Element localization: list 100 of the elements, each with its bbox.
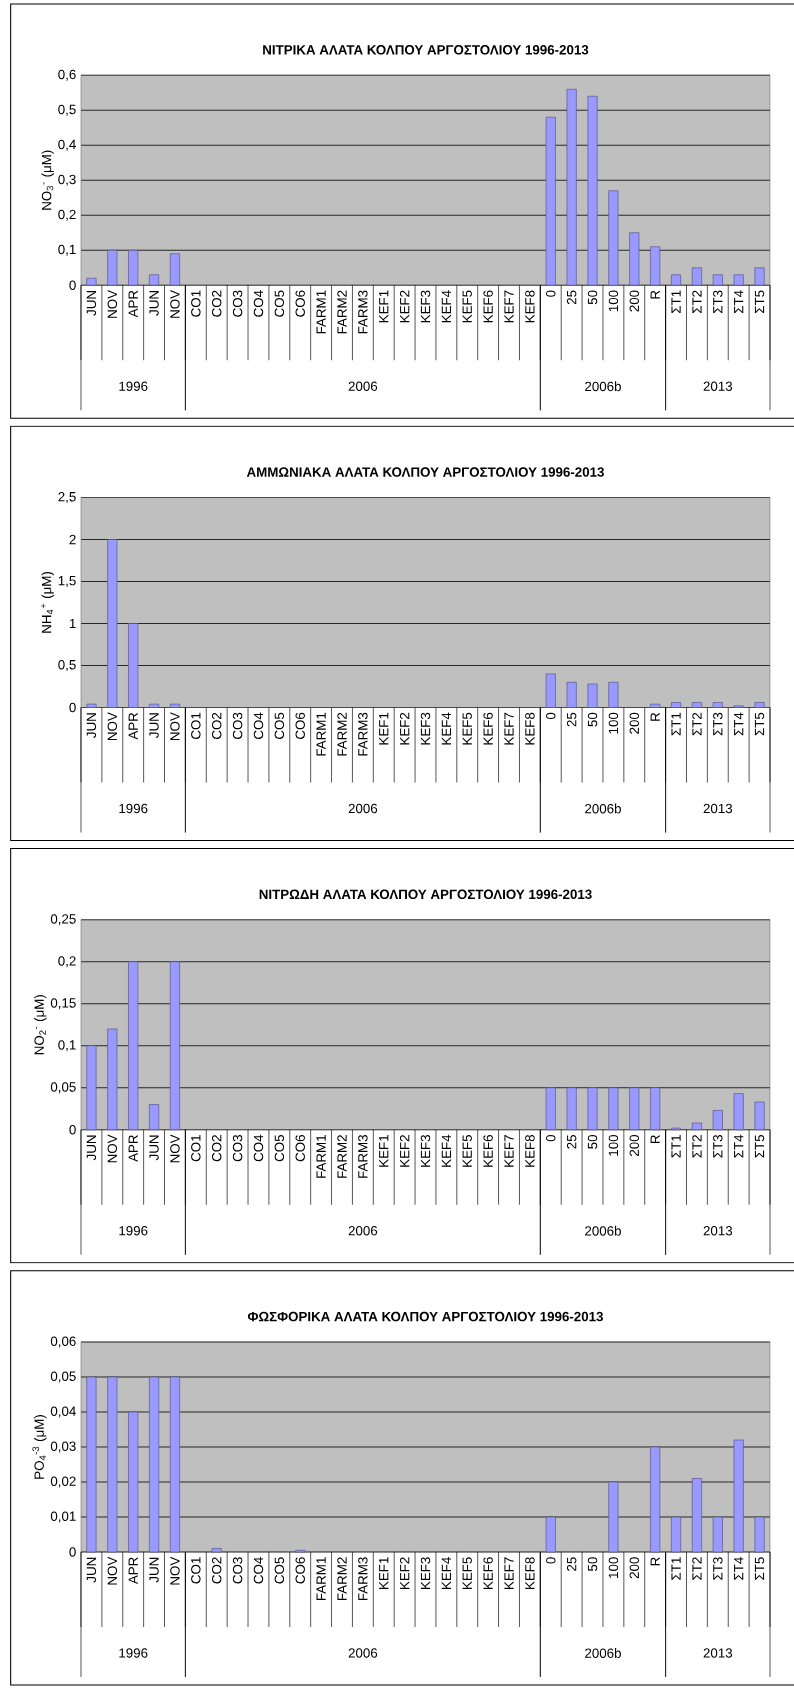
bar (211, 1548, 222, 1553)
x-tick-label: KEF7 (504, 712, 514, 745)
x-tick-label: 50 (587, 1134, 598, 1149)
bar (169, 961, 180, 1131)
bar (149, 1104, 160, 1131)
bar (733, 274, 744, 286)
x-tick-label: KEF7 (504, 1557, 514, 1589)
y-axis-title: NO$_{3}$$^{-}$ (μM) (41, 150, 54, 210)
bar (754, 267, 765, 286)
bar (671, 274, 682, 286)
y-tick-label: 0,05 (50, 1082, 76, 1094)
y-tick-label: 2,5 (58, 492, 76, 504)
bar (86, 1045, 97, 1131)
x-tick-label: ΣΤ1 (671, 712, 681, 736)
bar (169, 1376, 180, 1553)
y-axis-title: NH$_{4}$$^{+}$ (μM) (40, 572, 54, 633)
x-tick-label: JUN (86, 1135, 97, 1161)
bar (107, 249, 118, 286)
x-tick-label: NOV (170, 290, 180, 318)
x-tick-label: 200 (629, 290, 639, 312)
x-tick-label: KEF5 (462, 712, 472, 745)
bar (169, 253, 180, 286)
bar (86, 1376, 97, 1553)
x-tick-label: FARM3 (358, 1557, 368, 1601)
y-tick-label: 0,2 (58, 209, 76, 221)
x-tick-label: KEF1 (379, 712, 389, 745)
x-tick-label: CO2 (212, 712, 222, 739)
chart-title: ΑΜΜΩΝΙΑΚΑ ΑΛΑΤΑ ΚΟΛΠΟΥ ΑΡΓΟΣΤΟΛΙΟΥ 1996-2013 (246, 467, 604, 477)
y-tick-label: 0 (69, 1125, 76, 1135)
text: 2006 (348, 1226, 378, 1236)
x-tick-label: 100 (608, 1557, 619, 1578)
bar (149, 703, 160, 708)
text: 2006b (585, 1225, 621, 1236)
bar (608, 1087, 619, 1131)
y-tick-label: 1 (69, 618, 76, 629)
x-tick-label: CO3 (232, 1557, 243, 1584)
x-tick-label: JUN (149, 291, 159, 316)
x-tick-label: CO4 (253, 1134, 264, 1162)
x-tick-label: KEF8 (525, 1557, 535, 1589)
x-tick-label: CO5 (274, 1557, 285, 1584)
x-tick-label: ΣΤ1 (671, 1557, 681, 1580)
x-tick-label: R (650, 1135, 660, 1143)
x-tick-label: ΣΤ4 (734, 712, 744, 736)
text: 1996 (119, 381, 148, 391)
bar (650, 1446, 661, 1553)
x-tick-label: KEF3 (420, 1557, 431, 1589)
bar (149, 1376, 160, 1553)
bar (733, 1093, 744, 1131)
x-tick-label: KEF8 (525, 290, 535, 323)
x-tick-label: 0 (546, 290, 556, 297)
text: 2013 (703, 1226, 733, 1236)
bar (545, 673, 556, 708)
x-tick-label: CO4 (253, 290, 264, 317)
x-tick-label: NOV (170, 712, 180, 741)
x-tick-label: FARM2 (337, 290, 347, 334)
x-tick-label: 200 (629, 712, 639, 734)
x-tick-label: ΣΤ5 (754, 290, 765, 314)
y-tick-label: 2 (69, 534, 76, 545)
x-tick-label: KEF1 (379, 1557, 389, 1589)
y-tick-label: 0 (69, 280, 76, 290)
x-tick-label: CO6 (295, 712, 305, 739)
x-tick-label: ΣΤ2 (692, 290, 702, 314)
x-tick-label: APR (128, 290, 138, 318)
text: 2006b (585, 1648, 621, 1658)
x-tick-label: CO5 (274, 1135, 285, 1162)
y-tick-label: 0,02 (50, 1476, 76, 1488)
bar (107, 1376, 118, 1553)
x-tick-label: KEF4 (441, 290, 451, 323)
x-tick-label: APR (128, 1135, 138, 1162)
x-tick-label: KEF6 (483, 1557, 493, 1589)
bar (545, 1087, 556, 1131)
x-tick-label: 50 (587, 1557, 598, 1571)
y-tick-label: 0,5 (58, 104, 76, 116)
x-tick-label: 50 (587, 712, 598, 727)
y-tick-label: 0 (69, 1547, 76, 1557)
x-tick-label: APR (128, 712, 138, 740)
x-tick-label: ΣΤ2 (692, 1135, 702, 1158)
x-tick-label: R (650, 712, 660, 721)
bar (650, 1087, 661, 1131)
text: 2013 (703, 381, 733, 391)
bar (629, 232, 640, 286)
x-tick-label: KEF4 (441, 1557, 451, 1589)
x-tick-label: KEF3 (420, 1135, 431, 1167)
bar (608, 1481, 619, 1553)
x-tick-label: CO2 (212, 1557, 222, 1584)
x-tick-label: KEF8 (525, 712, 535, 745)
bar (128, 1411, 139, 1553)
x-tick-label: ΣΤ1 (671, 290, 681, 314)
x-tick-label: ΣΤ4 (734, 290, 744, 314)
x-tick-label: KEF1 (379, 290, 389, 323)
x-tick-label: 25 (566, 1135, 577, 1149)
y-tick-label: 0,01 (50, 1511, 76, 1523)
x-tick-label: CO6 (295, 1557, 305, 1584)
bar (671, 702, 682, 708)
x-tick-label: 200 (629, 1557, 639, 1579)
x-tick-label: NOV (170, 1134, 180, 1163)
x-tick-label: 25 (566, 290, 577, 305)
x-tick-label: ΣΤ3 (713, 712, 723, 736)
x-tick-label: 100 (608, 712, 619, 734)
bar (608, 190, 619, 286)
